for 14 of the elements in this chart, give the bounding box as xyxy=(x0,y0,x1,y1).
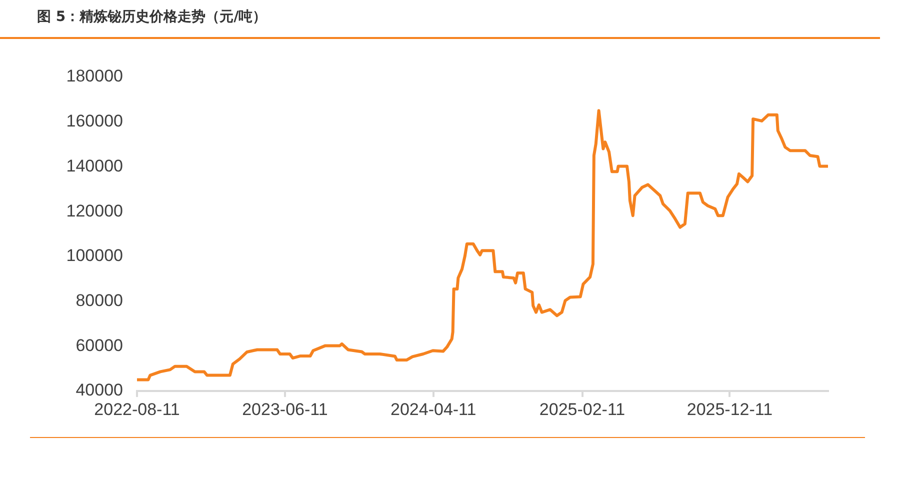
y-tick-label: 180000 xyxy=(66,66,123,86)
x-tick-label: 2024-04-11 xyxy=(390,400,476,419)
x-tick-label: 2025-12-11 xyxy=(686,400,773,419)
x-tick-label: 2023-06-11 xyxy=(242,400,328,419)
x-tick-label: 2022-08-11 xyxy=(94,400,180,419)
y-tick-label: 120000 xyxy=(66,201,123,220)
y-tick-label: 60000 xyxy=(76,336,123,355)
y-tick-label: 160000 xyxy=(66,112,123,131)
y-tick-label: 40000 xyxy=(76,380,123,400)
x-tick-label: 2025-02-11 xyxy=(539,400,626,419)
chart-title: 图 5：精炼铋历史价格走势（元/吨） xyxy=(37,8,267,26)
y-tick-label: 80000 xyxy=(76,290,123,310)
y-tick-label: 100000 xyxy=(66,246,123,266)
y-tick-label: 140000 xyxy=(66,156,123,176)
